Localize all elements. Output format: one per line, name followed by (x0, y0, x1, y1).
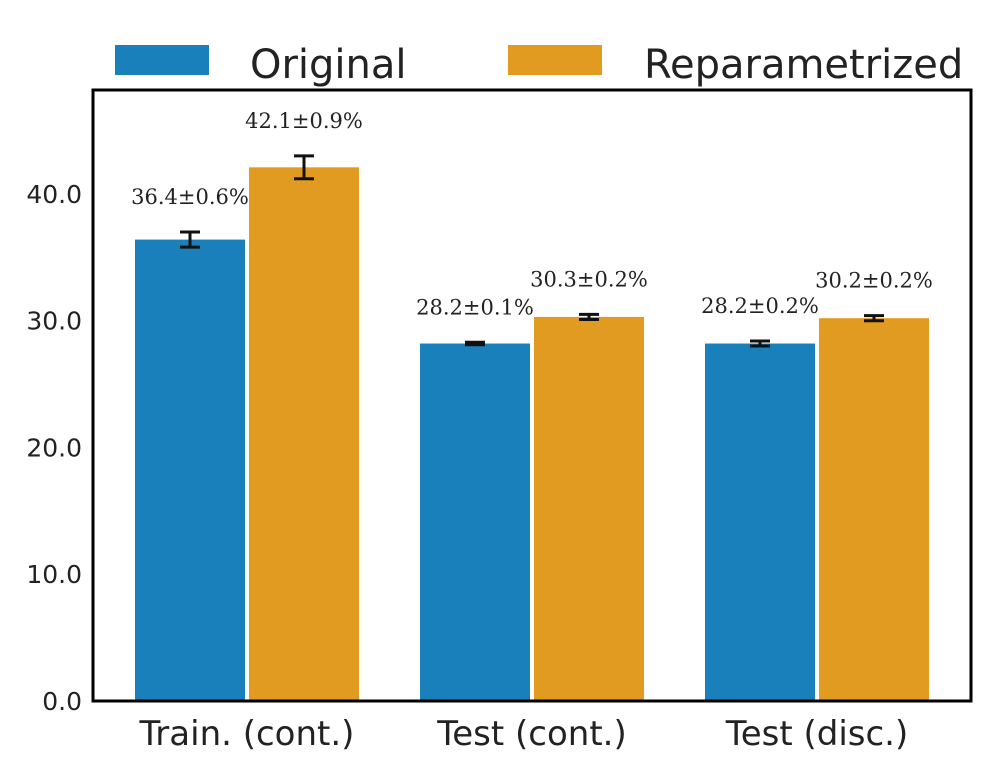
legend-swatch-reparametrized (508, 45, 602, 75)
x-tick-label-test-disc: Test (disc.) (725, 714, 909, 754)
bar-reparametrized-test-cont (534, 316, 644, 701)
y-axis-ticks: 0.0 10.0 20.0 30.0 40.0 (26, 180, 82, 716)
data-label-reparametrized-test-disc: 30.2±0.2% (815, 269, 933, 293)
error-bar-reparametrized-test-disc (864, 314, 884, 323)
data-label-original-train-cont: 36.4±0.6% (131, 185, 249, 209)
bar-original-test-cont (420, 343, 530, 701)
data-label-reparametrized-train-cont: 42.1±0.9% (245, 109, 363, 133)
x-tick-label-train-cont: Train. (cont.) (139, 714, 355, 754)
x-axis-ticks: Train. (cont.) Test (cont.) Test (disc.) (139, 714, 909, 754)
bar-original-test-disc (705, 343, 815, 701)
legend-label-original: Original (250, 42, 407, 88)
plot-frame (91, 88, 973, 703)
bar-reparametrized-train-cont (249, 167, 359, 701)
legend: Original Reparametrized (115, 42, 963, 88)
error-bar-reparametrized-test-cont (579, 312, 599, 321)
error-bar-original-train-cont (180, 230, 200, 249)
x-tick-label-test-cont: Test (cont.) (436, 714, 626, 754)
y-tick-label-30-0: 30.0 (26, 307, 82, 336)
bar-original-train-cont (135, 239, 245, 701)
legend-swatch-original (115, 45, 209, 75)
error-bar-reparametrized-train-cont (294, 154, 314, 181)
bar-reparametrized-test-disc (819, 318, 929, 701)
data-label-reparametrized-test-cont: 30.3±0.2% (530, 267, 648, 291)
error-bar-original-test-disc (750, 339, 770, 348)
y-tick-label-0-0: 0.0 (42, 687, 82, 716)
y-tick-label-10-0: 10.0 (26, 560, 82, 589)
y-tick-label-40-0: 40.0 (26, 180, 82, 209)
y-tick-label-20-0: 20.0 (26, 433, 82, 462)
data-label-original-test-disc: 28.2±0.2% (701, 294, 819, 318)
legend-label-reparametrized: Reparametrized (644, 42, 963, 88)
error-bars (180, 154, 884, 348)
bars (135, 167, 929, 701)
data-labels: 36.4±0.6% 42.1±0.9% 28.2±0.1% 30.3±0.2% 28.2… (131, 109, 933, 319)
error-bar-original-test-cont (465, 340, 485, 347)
data-label-original-test-cont: 28.2±0.1% (416, 295, 534, 319)
